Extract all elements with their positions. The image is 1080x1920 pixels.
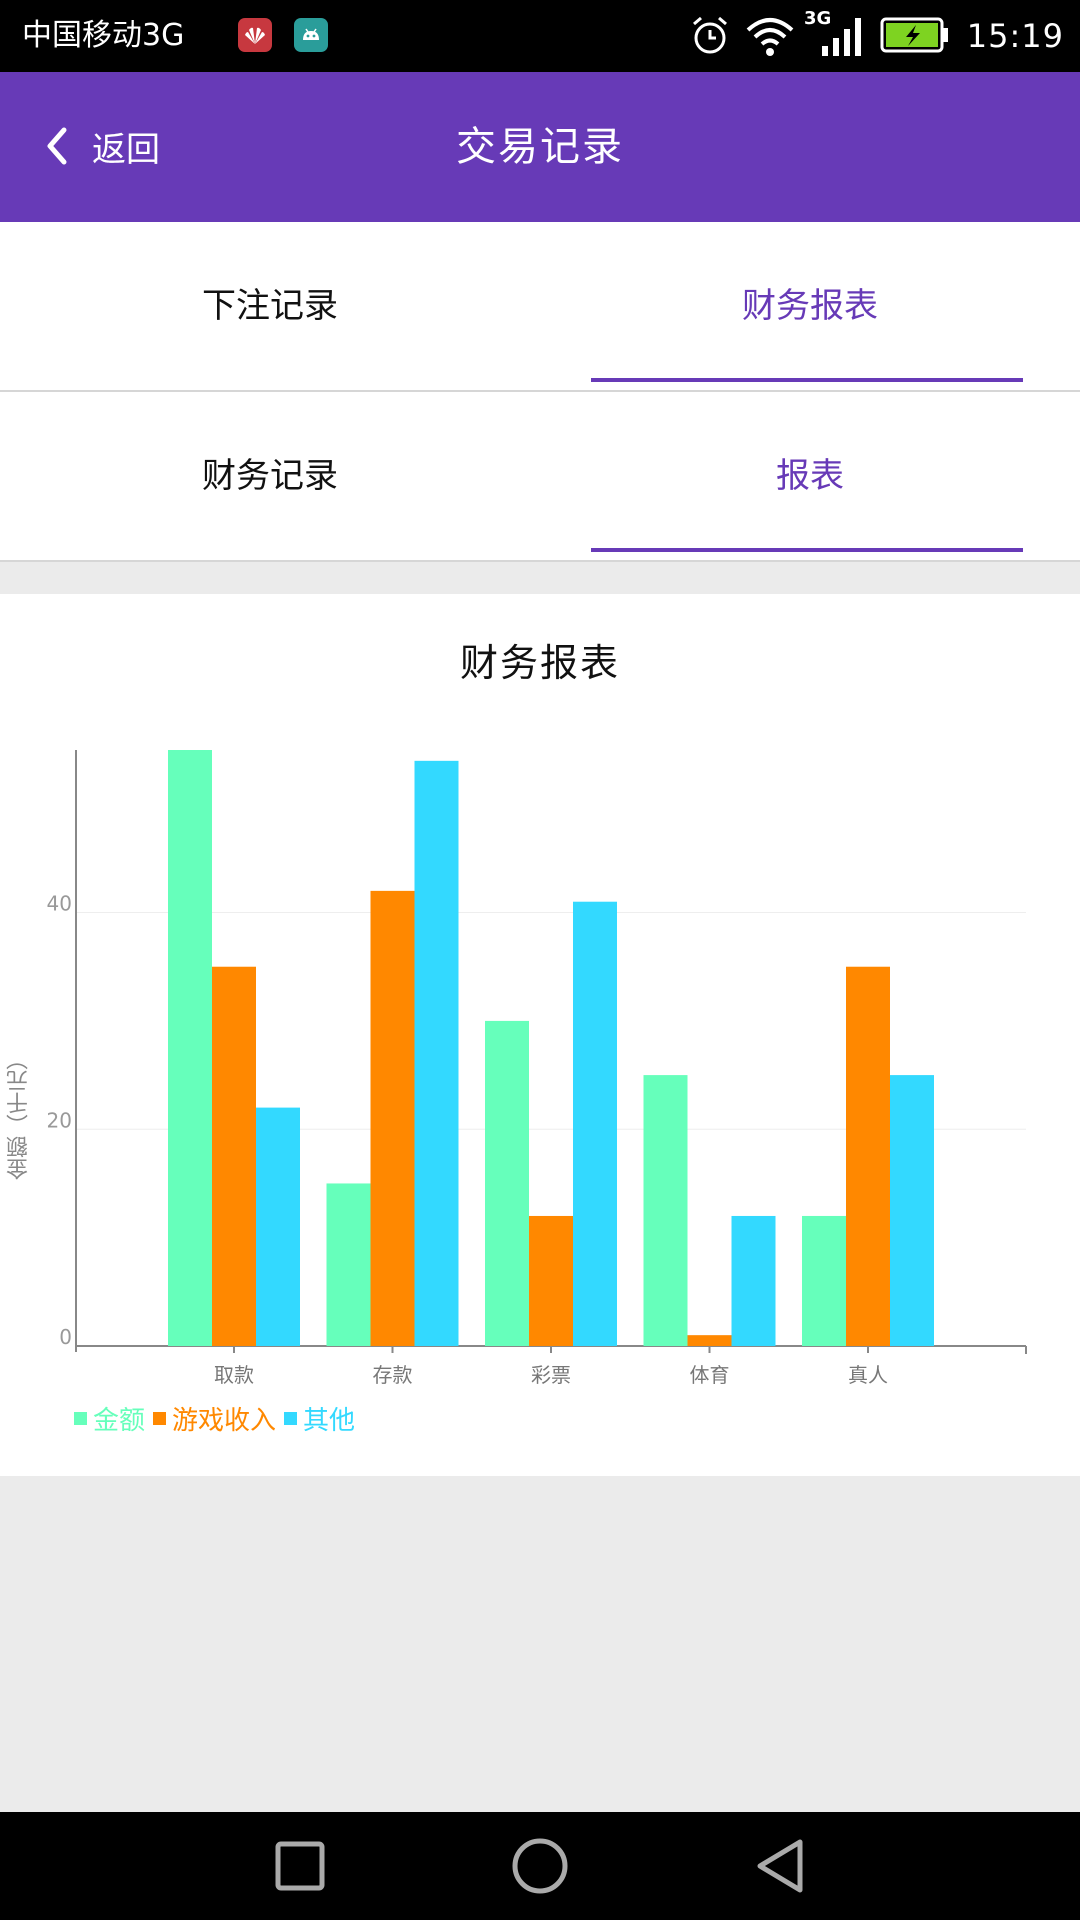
bar xyxy=(326,1183,371,1346)
bar xyxy=(485,1020,529,1346)
tab-underline xyxy=(591,378,1023,382)
tab-underline xyxy=(591,548,1023,552)
back-triangle-icon[interactable] xyxy=(750,1836,810,1896)
bar xyxy=(529,1215,573,1346)
chart-title: 财务报表 xyxy=(459,641,620,685)
chart-card: 财务报表 0 20 40 取款 存款 彩票 体育 真人 金额（千元） 金额 游戏收入 其他 xyxy=(0,594,1080,1476)
secondary-tabs: 财务记录 报表 xyxy=(0,392,1080,562)
chevron-left-icon xyxy=(47,127,67,165)
legend-label: 金额 xyxy=(93,1406,146,1436)
bar xyxy=(731,1215,776,1346)
status-bar: 中国移动3G 3G 15:19 xyxy=(0,0,1080,72)
legend-swatch xyxy=(153,1412,167,1425)
bar xyxy=(212,966,256,1346)
navigation-bar xyxy=(0,1812,1080,1920)
tab-label: 报表 xyxy=(776,456,844,496)
carrier-label: 中国移动3G xyxy=(22,18,185,53)
legend-label: 游戏收入 xyxy=(172,1406,277,1436)
x-tick-label: 彩票 xyxy=(531,1363,571,1387)
clock: 15:19 xyxy=(966,17,1064,55)
legend-item[interactable]: 游戏收入 xyxy=(153,1400,276,1437)
y-tick-label: 0 xyxy=(59,1325,72,1349)
legend-item[interactable]: 金额 xyxy=(74,1400,145,1437)
bar xyxy=(414,760,459,1346)
bar xyxy=(168,750,212,1346)
back-label: 返回 xyxy=(92,129,160,170)
bar xyxy=(643,1075,688,1346)
legend-swatch xyxy=(284,1412,298,1425)
x-tick-label: 真人 xyxy=(848,1363,888,1387)
recents-square-icon[interactable] xyxy=(270,1836,330,1896)
page-title: 交易记录 xyxy=(456,124,624,170)
primary-tabs: 下注记录 财务报表 xyxy=(0,222,1080,392)
y-tick-label: 20 xyxy=(47,1108,72,1132)
bar-chart: 0 20 40 取款 存款 彩票 体育 真人 xyxy=(47,750,1027,1387)
android-icon xyxy=(294,18,328,52)
tab-label: 下注记录 xyxy=(202,286,338,326)
bar xyxy=(370,890,415,1346)
tab-bet-records[interactable]: 下注记录 xyxy=(0,222,540,390)
bar xyxy=(687,1335,732,1346)
home-circle-icon[interactable] xyxy=(510,1836,570,1896)
tab-report[interactable]: 报表 xyxy=(540,392,1080,560)
legend-item[interactable]: 其他 xyxy=(284,1400,355,1437)
huawei-icon xyxy=(238,18,272,52)
battery-charging-icon xyxy=(880,16,950,58)
signal-icon xyxy=(820,12,866,64)
y-axis-label: 金额（千元） xyxy=(7,1048,32,1180)
network-type-label: 3G xyxy=(804,8,832,29)
wifi-icon xyxy=(744,12,796,64)
legend-label: 其他 xyxy=(303,1406,356,1436)
bar xyxy=(890,1075,934,1346)
back-button[interactable]: 返回 xyxy=(44,116,160,176)
x-tick-label: 取款 xyxy=(214,1363,254,1387)
app-bar: 返回 交易记录 xyxy=(0,72,1080,222)
bar xyxy=(846,966,890,1346)
x-tick-label: 体育 xyxy=(690,1363,730,1387)
bar xyxy=(802,1215,846,1346)
bar xyxy=(573,901,617,1346)
tab-label: 财务记录 xyxy=(202,456,338,496)
tab-label: 财务报表 xyxy=(742,286,878,326)
tab-financial-records[interactable]: 财务记录 xyxy=(0,392,540,560)
x-tick-label: 存款 xyxy=(373,1363,413,1387)
y-tick-label: 40 xyxy=(47,892,72,916)
alarm-icon xyxy=(688,12,732,64)
bar xyxy=(256,1107,300,1346)
tab-financial-report[interactable]: 财务报表 xyxy=(540,222,1080,390)
chart-legend: 金额 游戏收入 其他 xyxy=(74,1400,363,1437)
legend-swatch xyxy=(74,1412,87,1425)
